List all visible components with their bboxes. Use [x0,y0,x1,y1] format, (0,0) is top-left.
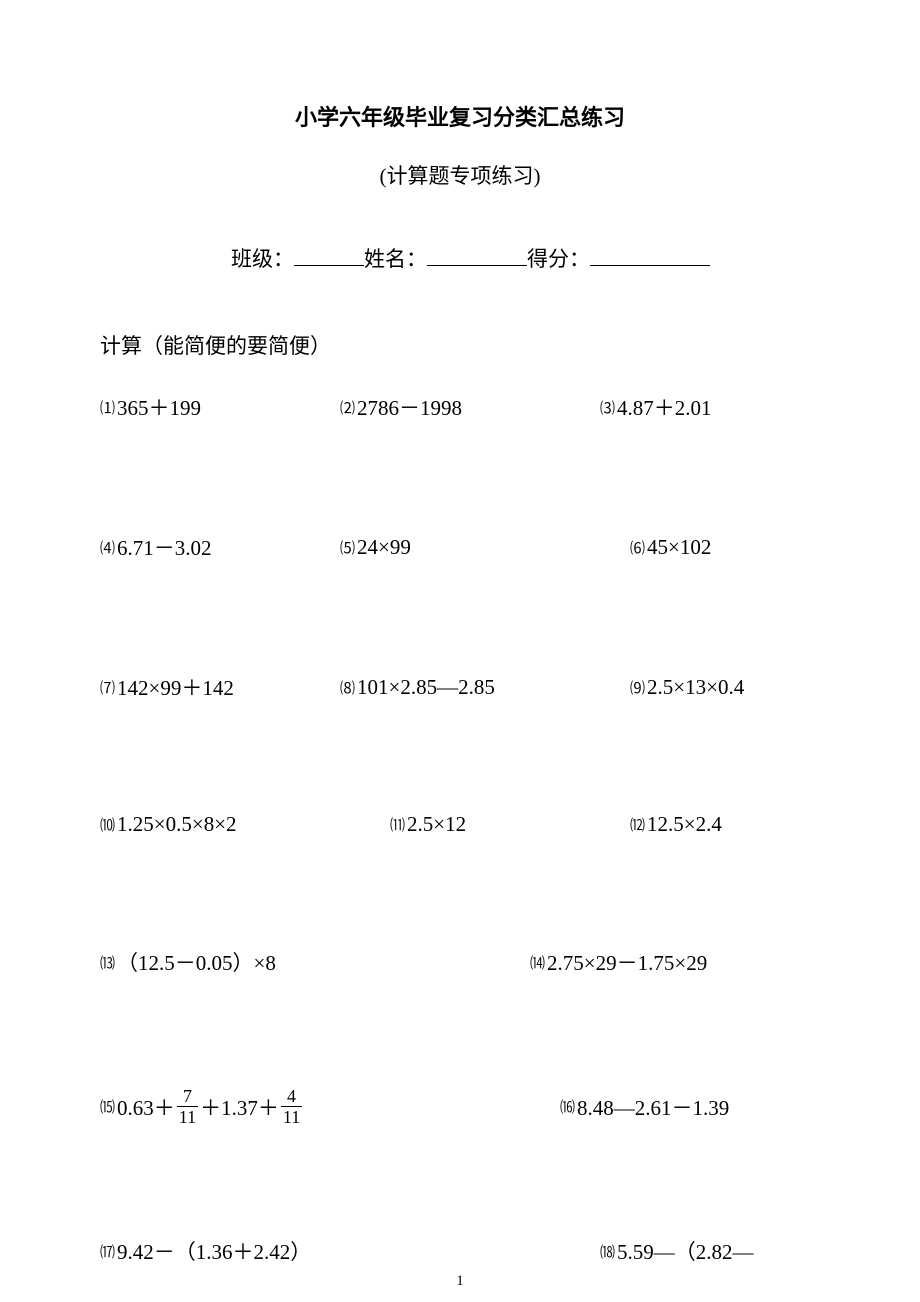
fraction-denominator: 11 [177,1106,198,1126]
problem-expr: 45×102 [647,535,711,560]
class-label: 班级： [231,247,294,271]
instruction-text: 计算（能简便的要简便） [100,330,820,360]
fraction-numerator: 7 [181,1087,194,1106]
score-blank [590,243,710,266]
problem-expr: （12.5－0.05）×8 [117,947,276,977]
problem-expr: 4.87＋2.01 [617,392,712,422]
problem-expr: 365＋199 [117,392,201,422]
problem-expr: 2.5×13×0.4 [647,675,744,700]
problem-expr: 5.59—（2.82— [617,1236,754,1266]
problem-row: ⑴365＋199 ⑵2786－1998 ⑶4.87＋2.01 [100,392,820,422]
problem-expr: 2.5×12 [407,812,466,837]
problem-2: ⑵2786－1998 [340,392,600,422]
problem-row: ⒄9.42－（1.36＋2.42） ⒅5.59—（2.82— [100,1236,820,1266]
problem-label: ⒂ [100,1096,115,1117]
problem-expr: 12.5×2.4 [647,812,722,837]
problem-16: ⒃8.48—2.61－1.39 [560,1092,820,1122]
problem-3: ⑶4.87＋2.01 [600,392,820,422]
problem-expr: 2.75×29－1.75×29 [547,947,707,977]
problem-18: ⒅5.59—（2.82— [600,1236,820,1266]
class-blank [294,243,364,266]
problem-label: ⒃ [560,1096,575,1117]
expr-part: 0.63＋ [117,1092,175,1122]
problem-label: ⑴ [100,397,115,418]
fraction-denominator: 11 [281,1106,302,1126]
name-blank [427,243,527,266]
problem-4: ⑷6.71－3.02 [100,532,340,562]
problem-17: ⒄9.42－（1.36＋2.42） [100,1236,600,1266]
fraction: 7 11 [177,1087,198,1126]
problem-14: ⒁2.75×29－1.75×29 [530,947,820,977]
problem-11: ⑾2.5×12 [390,812,630,837]
problem-label: ⒁ [530,952,545,973]
problem-row: ⑺142×99＋142 ⑻ 101×2.85—2.85 ⑼2.5×13×0.4 [100,672,820,702]
problem-7: ⑺142×99＋142 [100,672,340,702]
problem-12: ⑿ 12.5×2.4 [630,812,820,837]
problem-expr: 24×99 [357,535,411,560]
problem-expr: 9.42－（1.36＋2.42） [117,1236,311,1266]
problem-label: ⑽ [100,814,115,835]
problem-expr: 8.48—2.61－1.39 [577,1092,729,1122]
problem-8: ⑻ 101×2.85—2.85 [340,675,630,700]
problem-expr: 142×99＋142 [117,672,234,702]
problem-15: ⒂ 0.63＋ 7 11 ＋1.37＋ 4 11 [100,1087,560,1126]
problem-label: ⑶ [600,397,615,418]
problem-label: ⒀ [100,952,115,973]
expr-part: ＋1.37＋ [200,1092,279,1122]
problem-label: ⑾ [390,814,405,835]
name-label: 姓名： [364,247,427,271]
problem-expr: 2786－1998 [357,392,462,422]
problem-label: ⑼ [630,677,645,698]
fraction: 4 11 [281,1087,302,1126]
problem-row: ⑽1.25×0.5×8×2 ⑾2.5×12 ⑿ 12.5×2.4 [100,812,820,837]
page-number: 1 [0,1273,920,1290]
problem-9: ⑼2.5×13×0.4 [630,675,820,700]
fraction-numerator: 4 [285,1087,298,1106]
page-title: 小学六年级毕业复习分类汇总练习 [100,100,820,132]
problem-1: ⑴365＋199 [100,392,340,422]
problem-row: ⑷6.71－3.02 ⑸ 24×99 ⑹45×102 [100,532,820,562]
problem-6: ⑹45×102 [600,535,820,560]
page-subtitle: (计算题专项练习) [100,160,820,190]
student-info-line: 班级： 姓名： 得分： [100,218,820,298]
problem-5: ⑸ 24×99 [340,535,600,560]
problem-expr: 6.71－3.02 [117,532,212,562]
problem-label: ⒅ [600,1241,615,1262]
score-label: 得分： [527,247,590,271]
problem-expr: 1.25×0.5×8×2 [117,812,237,837]
problem-label: ⑻ [340,677,355,698]
worksheet-page: 小学六年级毕业复习分类汇总练习 (计算题专项练习) 班级： 姓名： 得分： 计算（能… [0,0,920,1302]
problem-expr: 101×2.85—2.85 [357,675,495,700]
problem-row: ⒂ 0.63＋ 7 11 ＋1.37＋ 4 11 ⒃8.48—2.61－1.39 [100,1087,820,1126]
problem-13: ⒀（12.5－0.05）×8 [100,947,530,977]
problem-label: ⑵ [340,397,355,418]
problem-label: ⑺ [100,677,115,698]
problem-label: ⑿ [630,814,645,835]
problem-row: ⒀（12.5－0.05）×8 ⒁2.75×29－1.75×29 [100,947,820,977]
problem-label: ⑸ [340,537,355,558]
problem-label: ⑷ [100,537,115,558]
problem-label: ⒄ [100,1241,115,1262]
problem-label: ⑹ [630,537,645,558]
problem-10: ⑽1.25×0.5×8×2 [100,812,390,837]
